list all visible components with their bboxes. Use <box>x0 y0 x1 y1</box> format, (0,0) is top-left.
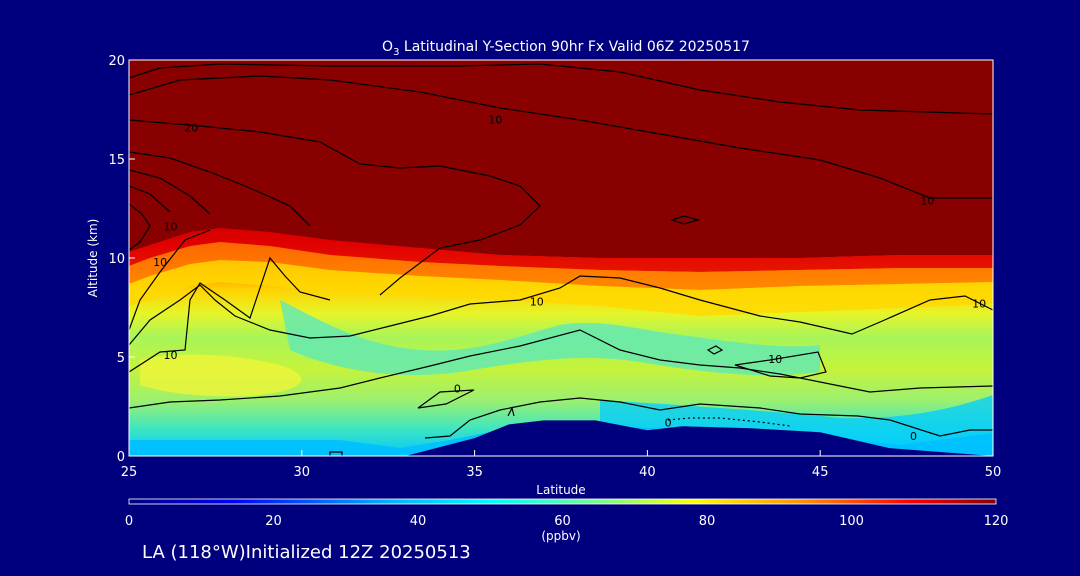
contour-label: 0 <box>910 430 917 443</box>
contour-label: 20 <box>184 121 198 134</box>
contour-label: 10 <box>153 256 167 269</box>
y-tick-label: 15 <box>108 153 125 168</box>
contour-line <box>129 185 171 213</box>
contour-line <box>417 389 475 409</box>
terrain-mask <box>129 420 993 456</box>
stratosphere-layer <box>129 60 993 258</box>
footer-info: LA (118°W)Initialized 12Z 20250513 <box>142 542 471 563</box>
contour-line <box>706 345 724 355</box>
x-axis: 25 30 35 40 45 50 <box>121 450 1002 480</box>
colorbar-tick-label: 20 <box>265 514 282 529</box>
chart-title: O3 Latitudinal Y-Section 90hr Fx Valid 0… <box>382 39 750 58</box>
contour-label: 10 <box>768 353 782 366</box>
title-subscript: 3 <box>393 47 399 58</box>
y-tick-label: 0 <box>117 450 125 465</box>
contour-label: 10 <box>488 113 502 126</box>
colorbar-tick-label: 0 <box>125 514 133 529</box>
x-tick-label: 45 <box>812 465 829 480</box>
contour-line <box>670 215 701 225</box>
yellow-pocket-lower <box>140 354 302 397</box>
contour-label: 10 <box>530 296 544 309</box>
contour-line <box>129 75 993 199</box>
colorbar: 0 20 40 60 80 100 120 (ppbv) <box>125 498 1009 543</box>
contour-labels: 20 10 10 10 10 10 10 10 10 0 0 0 <box>153 113 986 443</box>
orange-band <box>129 242 993 290</box>
colorbar-tick-label: 60 <box>554 514 571 529</box>
upper-red-band <box>129 228 993 272</box>
colorbar-tick-label: 80 <box>699 514 716 529</box>
contour-line <box>129 329 993 409</box>
contour-label: 10 <box>972 298 986 311</box>
contour-label: 0 <box>454 383 461 396</box>
x-tick-label: 40 <box>639 465 656 480</box>
contour-line <box>129 119 541 296</box>
contour-line <box>129 63 993 115</box>
contour-line <box>507 406 515 417</box>
y-axis: 0 5 10 15 20 <box>108 54 135 465</box>
contour-label: 10 <box>163 220 177 233</box>
contour-line <box>734 351 827 379</box>
x-axis-label: Latitude <box>536 483 585 497</box>
contour-line <box>129 169 211 215</box>
y-tick-label: 10 <box>108 252 125 267</box>
contour-line <box>129 256 331 373</box>
plot-area: 20 10 10 10 10 10 10 10 10 0 0 0 <box>129 60 993 456</box>
contour-line <box>424 397 993 439</box>
colorbar-unit-label: (ppbv) <box>541 529 580 543</box>
contour-line <box>329 451 343 456</box>
contour-line <box>129 151 311 227</box>
x-tick-label: 35 <box>466 465 483 480</box>
contour-line <box>129 229 211 331</box>
contour-line <box>129 203 151 251</box>
contour-label: 0 <box>665 416 672 429</box>
contour-line <box>129 275 993 346</box>
contour-lines <box>129 63 993 456</box>
contour-label: 10 <box>163 349 177 362</box>
colorbar-tick-label: 100 <box>839 514 864 529</box>
x-tick-label: 25 <box>121 465 138 480</box>
x-tick-label: 50 <box>985 465 1002 480</box>
y-tick-label: 5 <box>117 351 125 366</box>
colorbar-gradient <box>128 498 997 505</box>
contour-label: 10 <box>920 195 934 208</box>
colorbar-tick-label: 40 <box>410 514 427 529</box>
y-tick-label: 20 <box>108 54 125 69</box>
x-tick-label: 30 <box>294 465 311 480</box>
colorbar-tick-label: 120 <box>984 514 1009 529</box>
y-axis-label: Altitude (km) <box>86 219 100 298</box>
